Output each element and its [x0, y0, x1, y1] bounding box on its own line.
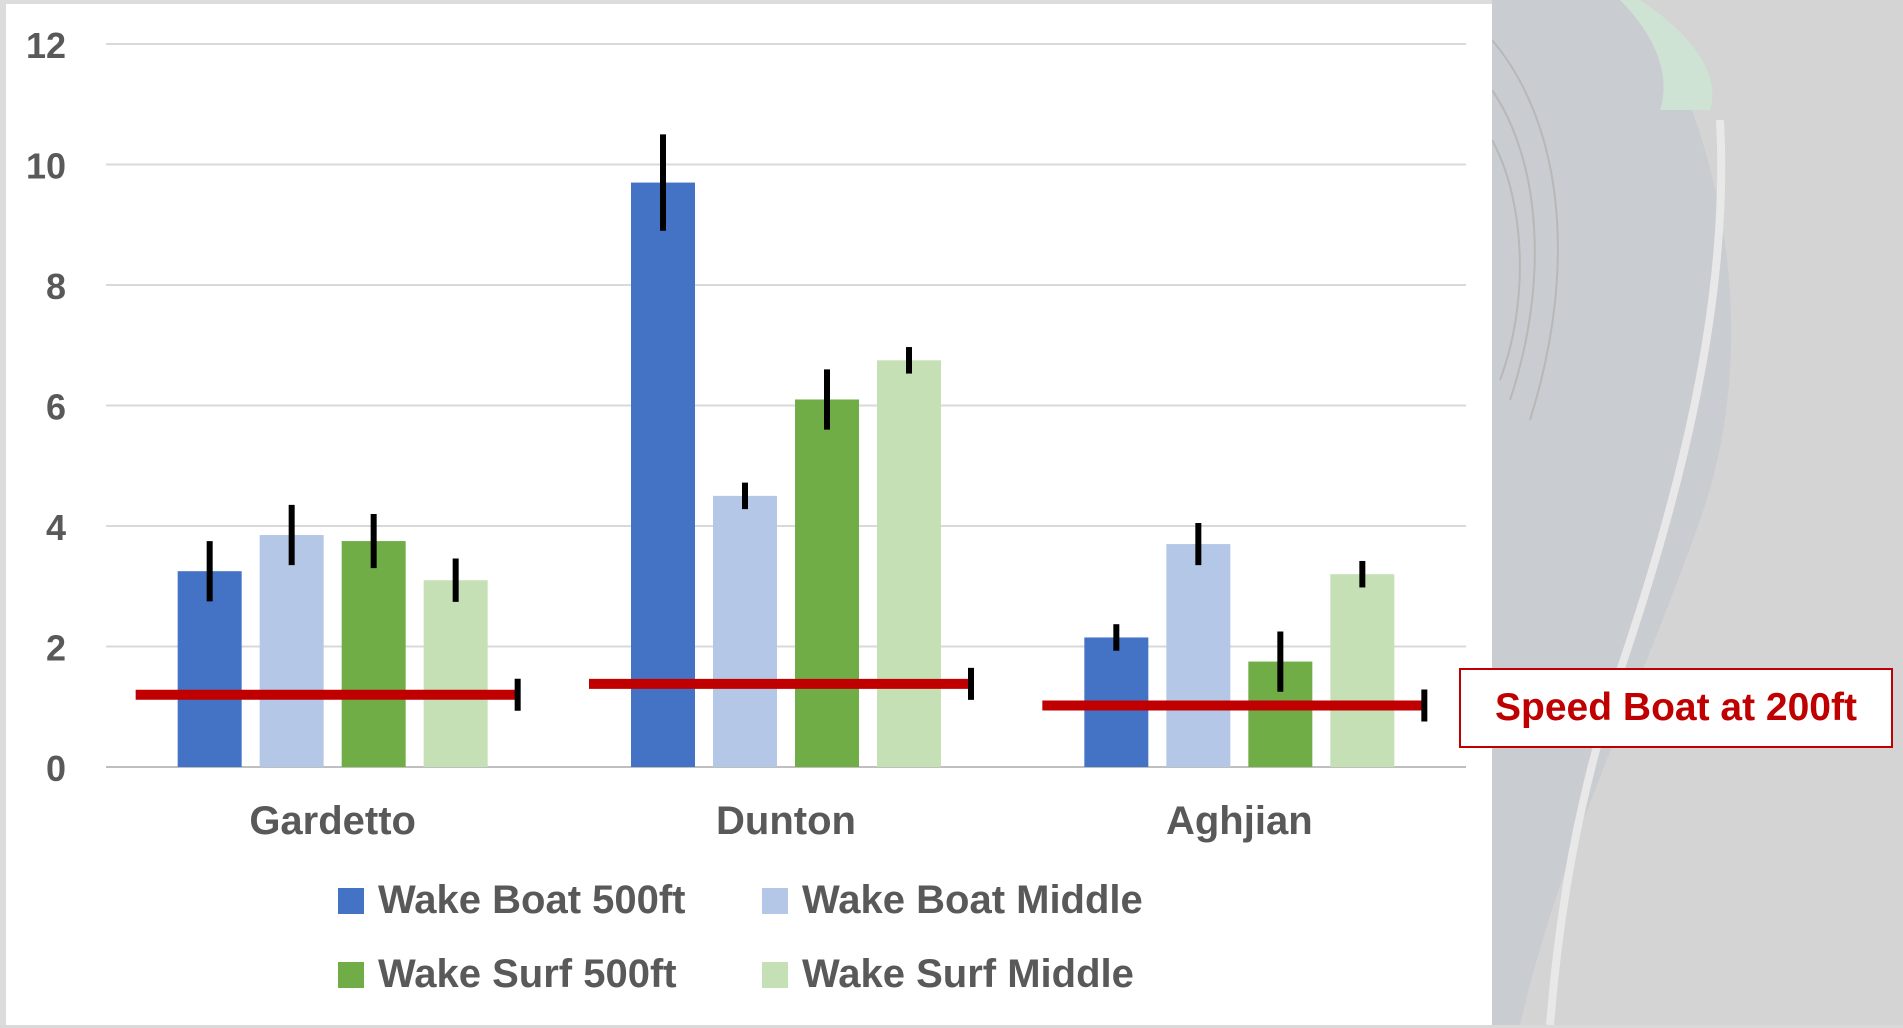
y-tick-label: 10: [26, 146, 66, 187]
legend: Wake Boat 500ft Wake Boat Middle Wake Su…: [338, 878, 1238, 1028]
y-axis-ticks: 0 2 4 6 8 10 12: [26, 25, 66, 789]
x-tick-label-aghjian: Aghjian: [1166, 799, 1313, 843]
gridlines: [106, 43, 1466, 768]
legend-swatch: [762, 961, 788, 988]
bar-chart: 0 2 4 6 8 10 12 Gardetto Dunton Aghjian: [26, 25, 1466, 843]
bar-dunton-0: [631, 182, 695, 767]
y-tick-label: 6: [46, 387, 66, 428]
x-tick-label-dunton: Dunton: [716, 799, 856, 843]
bar-gardetto-3: [423, 580, 488, 767]
chart-panel: 0 2 4 6 8 10 12 Gardetto Dunton Aghjian: [6, 4, 1492, 1025]
speed-boat-label: Speed Boat at 200ft: [1495, 686, 1857, 729]
legend-label: Wake Boat Middle: [802, 878, 1143, 922]
bar-aghjian-3: [1330, 574, 1395, 767]
error-bars: [206, 134, 1366, 692]
legend-item-wake-boat-middle: Wake Boat Middle: [762, 878, 1143, 923]
bar-gardetto-2: [341, 541, 406, 767]
legend-label: Wake Boat 500ft: [378, 878, 686, 922]
legend-swatch: [338, 961, 364, 988]
x-tick-label-gardetto: Gardetto: [249, 799, 416, 843]
x-axis-labels: Gardetto Dunton Aghjian: [249, 799, 1312, 843]
bar-dunton-3: [877, 360, 941, 767]
speed-boat-callout: Speed Boat at 200ft: [1459, 668, 1893, 748]
bar-gardetto-0: [177, 571, 242, 767]
legend-label: Wake Surf 500ft: [378, 952, 677, 996]
legend-swatch: [338, 887, 364, 914]
legend-item-wake-boat-500ft: Wake Boat 500ft: [338, 878, 686, 923]
y-tick-label: 4: [46, 507, 66, 548]
y-tick-label: 0: [46, 748, 66, 789]
legend-label: Wake Surf Middle: [802, 952, 1134, 996]
bar-dunton-2: [795, 399, 859, 767]
legend-item-wake-surf-500ft: Wake Surf 500ft: [338, 952, 677, 997]
bar-gardetto-1: [259, 535, 324, 767]
legend-item-wake-surf-middle: Wake Surf Middle: [762, 952, 1134, 997]
bars: [177, 182, 1395, 767]
reference-lines: [135, 667, 1428, 722]
legend-swatch: [762, 887, 788, 914]
bar-aghjian-1: [1166, 544, 1231, 767]
y-tick-label: 2: [46, 628, 66, 669]
y-tick-label: 12: [26, 25, 66, 66]
bar-dunton-1: [713, 495, 777, 767]
y-tick-label: 8: [46, 266, 66, 307]
